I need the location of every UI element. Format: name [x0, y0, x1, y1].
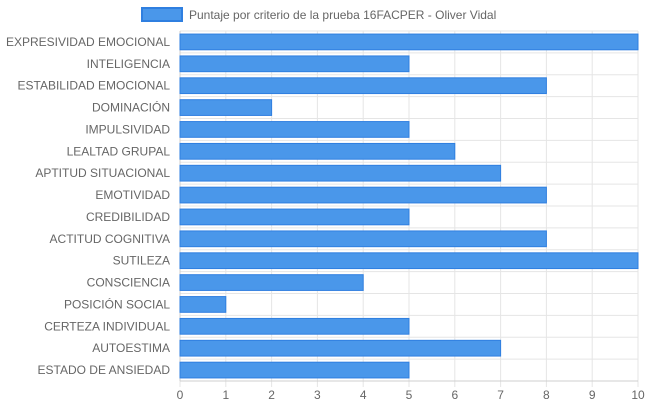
x-tick-label: 6	[451, 388, 458, 402]
legend[interactable]: Puntaje por criterio de la prueba 16FACP…	[141, 7, 496, 22]
category-label: ESTABILIDAD EMOCIONAL	[18, 79, 171, 93]
category-labels: EXPRESIVIDAD EMOCIONAL INTELIGENCIA ESTABI…	[6, 35, 170, 377]
category-label: ESTADO DE ANSIEDAD	[38, 363, 171, 377]
bars	[179, 33, 639, 379]
legend-label: Puntaje por criterio de la prueba 16FACP…	[189, 8, 496, 22]
x-tick-label: 10	[631, 388, 645, 402]
category-label: CERTEZA INDIVIDUAL	[44, 319, 170, 333]
x-tick-label: 4	[360, 388, 367, 402]
legend-swatch	[141, 7, 183, 22]
bar[interactable]	[179, 142, 456, 160]
category-label: APTITUD SITUACIONAL	[35, 166, 170, 180]
category-label: AUTOESTIMA	[92, 341, 170, 355]
x-axis-tick-labels: 0 1 2 3 4 5 6 7 8 9 10	[177, 388, 645, 402]
x-tick-label: 2	[268, 388, 275, 402]
bar[interactable]	[179, 186, 547, 204]
category-label: LEALTAD GRUPAL	[67, 144, 171, 158]
bar[interactable]	[179, 361, 410, 379]
category-label: EXPRESIVIDAD EMOCIONAL	[6, 35, 170, 49]
category-label: EMOTIVIDAD	[95, 188, 170, 202]
category-label: POSICIÓN SOCIAL	[64, 296, 170, 311]
bar[interactable]	[179, 77, 547, 95]
x-tick-label: 3	[314, 388, 321, 402]
bar[interactable]	[179, 55, 410, 73]
bar[interactable]	[179, 274, 364, 291]
category-label: ACTITUD COGNITIVA	[50, 232, 170, 246]
bar[interactable]	[179, 164, 502, 182]
x-tick-label: 8	[543, 388, 550, 402]
x-tick-label: 0	[177, 388, 184, 402]
category-label: INTELIGENCIA	[87, 57, 170, 71]
bar[interactable]	[179, 339, 502, 357]
bar[interactable]	[179, 33, 639, 51]
x-tick-label: 1	[222, 388, 229, 402]
bar[interactable]	[179, 99, 273, 116]
x-tick-label: 7	[497, 388, 504, 402]
bar[interactable]	[179, 317, 410, 335]
bar[interactable]	[179, 252, 639, 270]
category-label: SUTILEZA	[113, 254, 170, 268]
category-label: CONSCIENCIA	[87, 276, 170, 290]
x-tick-label: 5	[406, 388, 413, 402]
bar[interactable]	[179, 296, 227, 313]
category-label: CREDIBILIDAD	[86, 210, 170, 224]
bar[interactable]	[179, 208, 410, 226]
bar[interactable]	[179, 230, 547, 248]
bar[interactable]	[179, 121, 410, 138]
x-tick-label: 9	[589, 388, 596, 402]
category-label: DOMINACIÓN	[92, 100, 170, 115]
category-label: IMPULSIVIDAD	[85, 122, 170, 136]
